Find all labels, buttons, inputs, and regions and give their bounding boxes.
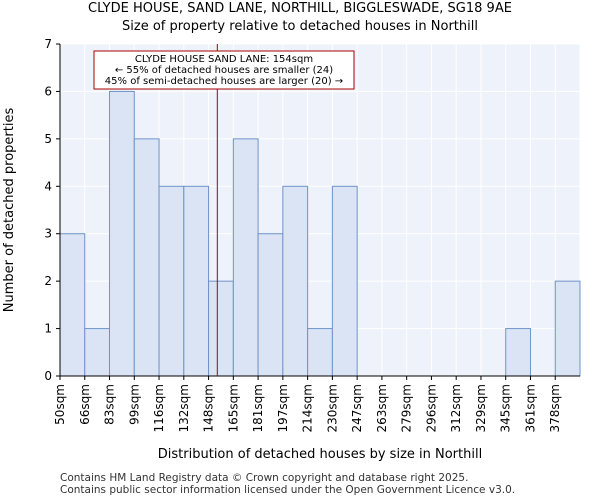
chart-title: CLYDE HOUSE, SAND LANE, NORTHILL, BIGGLE… — [88, 1, 512, 16]
bar-layer — [59, 90, 581, 377]
x-tick-label: 312sqm — [449, 384, 463, 432]
x-axis-title: Distribution of detached houses by size … — [158, 447, 482, 462]
annotation-line-3: 45% of semi-detached houses are larger (… — [105, 76, 343, 87]
x-tick-label: 214sqm — [301, 384, 315, 432]
x-tick-label: 148sqm — [202, 384, 216, 432]
bar — [505, 328, 531, 377]
x-tick-label: 296sqm — [424, 384, 438, 432]
x-tick-label: 263sqm — [375, 384, 389, 432]
x-tick-label: 345sqm — [499, 384, 513, 432]
bar — [59, 233, 86, 377]
x-tick-label: 230sqm — [325, 384, 339, 432]
axis-layer: 0 1 2 3 4 5 6 7 50sqm 66sqm 83sqm 99sqm 116sqm 132sqm… — [2, 37, 580, 462]
y-tick-label: 7 — [44, 37, 52, 51]
x-tick-label: 66sqm — [78, 384, 92, 425]
bar — [232, 138, 259, 377]
y-tick-label: 0 — [44, 369, 52, 383]
y-tick-label: 3 — [44, 227, 52, 241]
x-tick-label: 181sqm — [251, 384, 265, 432]
x-tick-label: 99sqm — [127, 384, 141, 425]
bar — [183, 185, 210, 377]
x-tick-label: 361sqm — [523, 384, 537, 432]
y-tick-label: 4 — [44, 179, 52, 193]
x-tick-label: 247sqm — [350, 384, 364, 432]
bar — [554, 280, 581, 377]
marker-layer: CLYDE HOUSE SAND LANE: 154sqm← 55% of de… — [93, 44, 355, 376]
x-tick-label: 50sqm — [53, 384, 67, 425]
chart-subtitle: Size of property relative to detached ho… — [122, 19, 478, 34]
x-tick-label: 83sqm — [103, 384, 117, 425]
x-tick-label: 329sqm — [474, 384, 488, 432]
x-tick-label: 116sqm — [152, 384, 166, 432]
x-tick-label: 378sqm — [548, 384, 562, 432]
footer-line-1: Contains HM Land Registry data © Crown c… — [60, 472, 469, 484]
annotation-line-2: ← 55% of detached houses are smaller (24… — [115, 65, 333, 76]
y-tick-label: 1 — [44, 322, 52, 336]
bar — [307, 328, 333, 377]
bar — [158, 185, 185, 377]
annotation-box — [93, 50, 355, 90]
bar — [84, 328, 111, 377]
y-tick-label: 6 — [44, 84, 52, 98]
x-tick-label: 279sqm — [400, 384, 414, 432]
bar — [208, 280, 234, 377]
y-axis-title: Number of detached properties — [2, 108, 17, 313]
bar — [109, 90, 135, 377]
bar — [282, 185, 309, 377]
bar — [331, 185, 358, 377]
x-tick-label: 132sqm — [177, 384, 191, 432]
y-tick-label: 5 — [44, 132, 52, 146]
x-tick-label: 197sqm — [276, 384, 290, 432]
x-tick-label: 165sqm — [226, 384, 240, 432]
y-tick-label: 2 — [44, 274, 52, 288]
annotation-line-1: CLYDE HOUSE SAND LANE: 154sqm — [135, 54, 313, 65]
bar — [257, 233, 284, 377]
footer-line-2: Contains public sector information licen… — [60, 484, 516, 496]
bar — [133, 138, 160, 377]
